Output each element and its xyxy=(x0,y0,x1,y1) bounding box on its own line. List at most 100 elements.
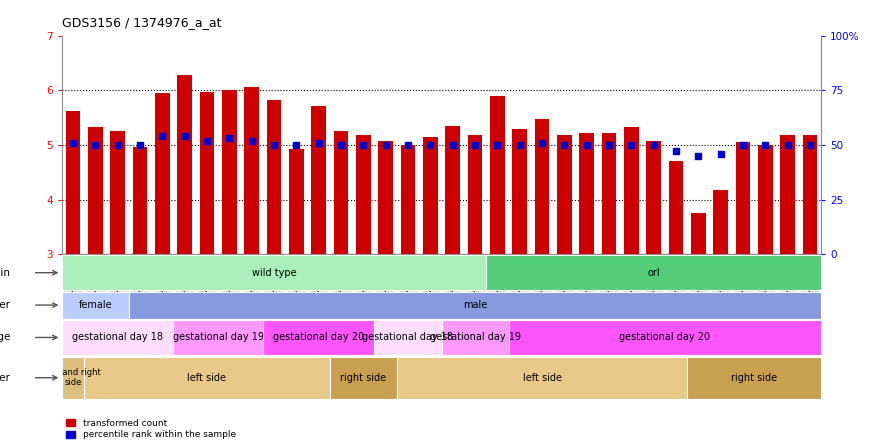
Text: gestational day 20: gestational day 20 xyxy=(619,333,711,342)
Point xyxy=(423,141,437,148)
Point xyxy=(290,141,304,148)
Point xyxy=(691,152,706,159)
Point xyxy=(379,141,393,148)
Bar xyxy=(356,135,371,254)
Bar xyxy=(468,135,482,254)
Bar xyxy=(200,92,215,254)
Bar xyxy=(334,131,348,254)
Bar xyxy=(177,75,192,254)
Text: strain: strain xyxy=(0,268,11,278)
Bar xyxy=(691,213,706,254)
Bar xyxy=(110,131,125,254)
Bar xyxy=(687,357,821,399)
Text: wild type: wild type xyxy=(252,268,297,278)
Point xyxy=(713,150,728,157)
Bar xyxy=(65,111,80,254)
Bar xyxy=(374,320,442,355)
Bar xyxy=(379,141,393,254)
Bar xyxy=(289,149,304,254)
Bar xyxy=(267,100,282,254)
Point xyxy=(803,141,817,148)
Bar xyxy=(132,147,147,254)
Text: female: female xyxy=(79,300,112,310)
Point xyxy=(312,139,326,146)
Point xyxy=(200,137,214,144)
Bar xyxy=(173,320,263,355)
Bar xyxy=(62,357,84,399)
Point xyxy=(624,141,638,148)
Bar xyxy=(62,292,129,318)
Bar xyxy=(245,87,259,254)
Text: gestational day 19: gestational day 19 xyxy=(173,333,264,342)
Bar xyxy=(490,96,504,254)
Text: GDS3156 / 1374976_a_at: GDS3156 / 1374976_a_at xyxy=(62,16,222,28)
Point xyxy=(133,141,147,148)
Text: age: age xyxy=(0,333,11,342)
Bar xyxy=(758,145,773,254)
Text: gestational day 20: gestational day 20 xyxy=(273,333,364,342)
Point xyxy=(245,137,259,144)
Point xyxy=(223,135,237,142)
Bar xyxy=(535,119,549,254)
Text: male: male xyxy=(463,300,487,310)
Bar xyxy=(222,90,237,254)
Bar xyxy=(557,135,571,254)
Point xyxy=(356,141,370,148)
Bar xyxy=(668,161,683,254)
Point xyxy=(88,141,102,148)
Point xyxy=(155,133,170,140)
Point xyxy=(535,139,549,146)
Point xyxy=(758,141,773,148)
Bar xyxy=(62,255,487,290)
Point xyxy=(557,141,571,148)
Bar xyxy=(155,93,170,254)
Legend: transformed count, percentile rank within the sample: transformed count, percentile rank withi… xyxy=(66,419,236,440)
Text: gestational day 18: gestational day 18 xyxy=(363,333,454,342)
Text: orl: orl xyxy=(647,268,660,278)
Bar xyxy=(396,357,687,399)
Bar xyxy=(401,145,415,254)
Text: gender: gender xyxy=(0,300,11,310)
Bar xyxy=(84,357,330,399)
Text: gestational day 19: gestational day 19 xyxy=(429,333,520,342)
Point xyxy=(446,141,460,148)
Bar xyxy=(713,190,728,254)
Bar xyxy=(509,320,821,355)
Bar xyxy=(624,127,638,254)
Bar xyxy=(487,255,821,290)
Bar xyxy=(512,128,527,254)
Text: right side: right side xyxy=(731,373,777,383)
Text: right side: right side xyxy=(340,373,387,383)
Text: other: other xyxy=(0,373,11,383)
Bar xyxy=(423,137,438,254)
Bar xyxy=(445,126,460,254)
Bar xyxy=(62,320,173,355)
Bar xyxy=(312,106,326,254)
Point xyxy=(513,141,527,148)
Bar xyxy=(803,135,818,254)
Point xyxy=(579,141,593,148)
Text: left side: left side xyxy=(523,373,562,383)
Point xyxy=(177,133,192,140)
Point xyxy=(490,141,504,148)
Point xyxy=(736,141,750,148)
Bar xyxy=(330,357,396,399)
Point xyxy=(401,141,415,148)
Point xyxy=(781,141,795,148)
Bar xyxy=(579,133,594,254)
Point xyxy=(267,141,281,148)
Bar xyxy=(736,142,751,254)
Bar xyxy=(88,127,102,254)
Bar xyxy=(442,320,509,355)
Text: gestational day 18: gestational day 18 xyxy=(72,333,163,342)
Text: left side: left side xyxy=(187,373,226,383)
Bar xyxy=(646,141,661,254)
Point xyxy=(669,148,683,155)
Point xyxy=(66,139,80,146)
Point xyxy=(602,141,616,148)
Bar xyxy=(781,135,795,254)
Text: left and right
side: left and right side xyxy=(46,368,101,388)
Point xyxy=(646,141,660,148)
Point xyxy=(334,141,348,148)
Bar xyxy=(263,320,374,355)
